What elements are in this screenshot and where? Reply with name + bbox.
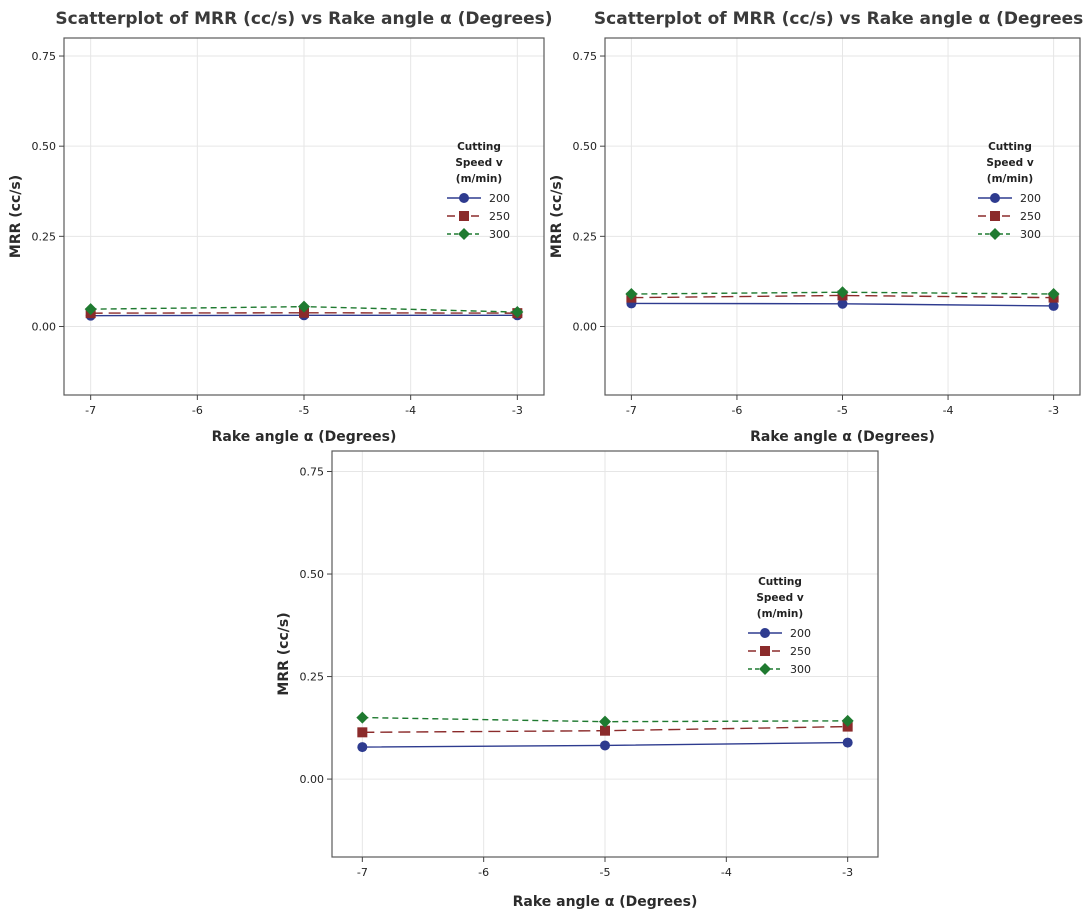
x-axis-label: Rake angle α (Degrees) [750,429,935,445]
legend-swatch-marker [459,211,469,221]
x-tick-label: -5 [837,404,848,417]
y-tick-label: 0.00 [300,773,325,786]
legend-title: (m/min) [757,608,803,620]
legend-title: Speed v [455,157,502,169]
y-tick-label: 0.75 [32,50,57,63]
x-tick-label: -4 [721,866,732,879]
legend: Cutting Speed v (m/min) 200 250 300 [447,141,510,241]
legend-swatch-marker [459,193,469,203]
y-tick-label: 0.50 [300,568,325,581]
data-point [600,740,610,751]
data-point [1047,288,1060,301]
y-tick-label: 0.00 [573,320,598,333]
data-point [356,711,369,724]
data-point [837,298,848,309]
x-tick-label: -7 [85,404,96,417]
legend-label: 250 [1020,210,1041,223]
x-tick-label: -3 [1048,404,1059,417]
x-tick-label: -5 [600,866,611,879]
legend-label: 200 [790,627,811,640]
data-point [841,714,854,727]
y-tick-label: 0.25 [300,671,325,684]
y-tick-label: 0.75 [300,466,325,479]
y-axis-label: MRR (cc/s) [549,175,565,258]
legend: Cutting Speed v (m/min) 200 250 300 [978,141,1041,241]
data-point [625,288,638,301]
chart-title: Scatterplot of MRR (cc/s) vs Rake angle … [55,9,552,29]
y-tick-label: 0.50 [573,140,598,153]
x-tick-label: -3 [512,404,523,417]
data-point [1048,300,1059,311]
x-tick-label: -6 [731,404,742,417]
chart-panel-2: Scatterplot of MRR (cc/s) vs Rake angle … [549,9,1084,445]
chart-title: Scatterplot of MRR (cc/s) vs Rake angle … [594,9,1084,29]
legend-swatch-marker [990,211,1000,221]
chart-panel-3: -7 -6 -5 -4 -3 0.00 0.25 0.50 0.75 Rake angle α (… [276,450,879,910]
series-300 [356,711,854,728]
legend-swatch-marker [759,663,771,675]
y-tick-label: 0.00 [32,320,57,333]
x-tick-label: -5 [299,404,310,417]
legend-label: 300 [489,228,510,241]
series-line [631,294,1054,299]
chart-panel-1: Scatterplot of MRR (cc/s) vs Rake angle … [8,9,553,445]
y-axis-label: MRR (cc/s) [276,612,292,695]
legend: Cutting Speed v (m/min) 200 250 300 [748,576,811,676]
legend-title: Cutting [758,576,802,588]
data-point [836,286,849,299]
x-axis-label: Rake angle α (Degrees) [212,429,397,445]
legend-label: 250 [790,645,811,658]
y-axis-label: MRR (cc/s) [8,175,24,258]
series-200 [357,737,853,753]
x-tick-label: -4 [943,404,954,417]
data-point [84,303,97,316]
legend-label: 200 [489,192,510,205]
y-tick-label: 0.25 [32,230,57,243]
x-tick-label: -4 [405,404,416,417]
x-axis-label: Rake angle α (Degrees) [513,894,698,910]
legend-swatch-marker [458,228,470,240]
x-tick-label: -6 [478,866,489,879]
legend-title: Speed v [756,592,803,604]
data-point [842,737,853,748]
legend-title: (m/min) [987,173,1033,185]
legend-label: 300 [790,663,811,676]
x-tick-label: -7 [357,866,368,879]
legend-title: Speed v [986,157,1033,169]
y-tick-label: 0.75 [573,50,598,63]
data-point [511,306,524,319]
legend-swatch-marker [990,193,1000,203]
data-point [299,307,309,318]
data-point [298,300,310,313]
legend-swatch-marker [760,628,770,638]
x-tick-label: -3 [842,866,853,879]
legend-title: Cutting [457,141,501,153]
y-tick-label: 0.50 [32,140,57,153]
legend-swatch-marker [989,228,1001,240]
x-tick-label: -6 [192,404,203,417]
legend-title: Cutting [988,141,1032,153]
data-point [600,725,610,736]
series-300 [84,300,524,319]
data-point [357,727,368,738]
y-tick-label: 0.25 [573,230,598,243]
legend-label: 300 [1020,228,1041,241]
data-point [357,742,368,753]
legend-title: (m/min) [456,173,502,185]
data-point [599,715,611,728]
legend-label: 200 [1020,192,1041,205]
series-300 [625,286,1060,301]
legend-label: 250 [489,210,510,223]
x-tick-label: -7 [626,404,637,417]
legend-swatch-marker [760,646,770,656]
